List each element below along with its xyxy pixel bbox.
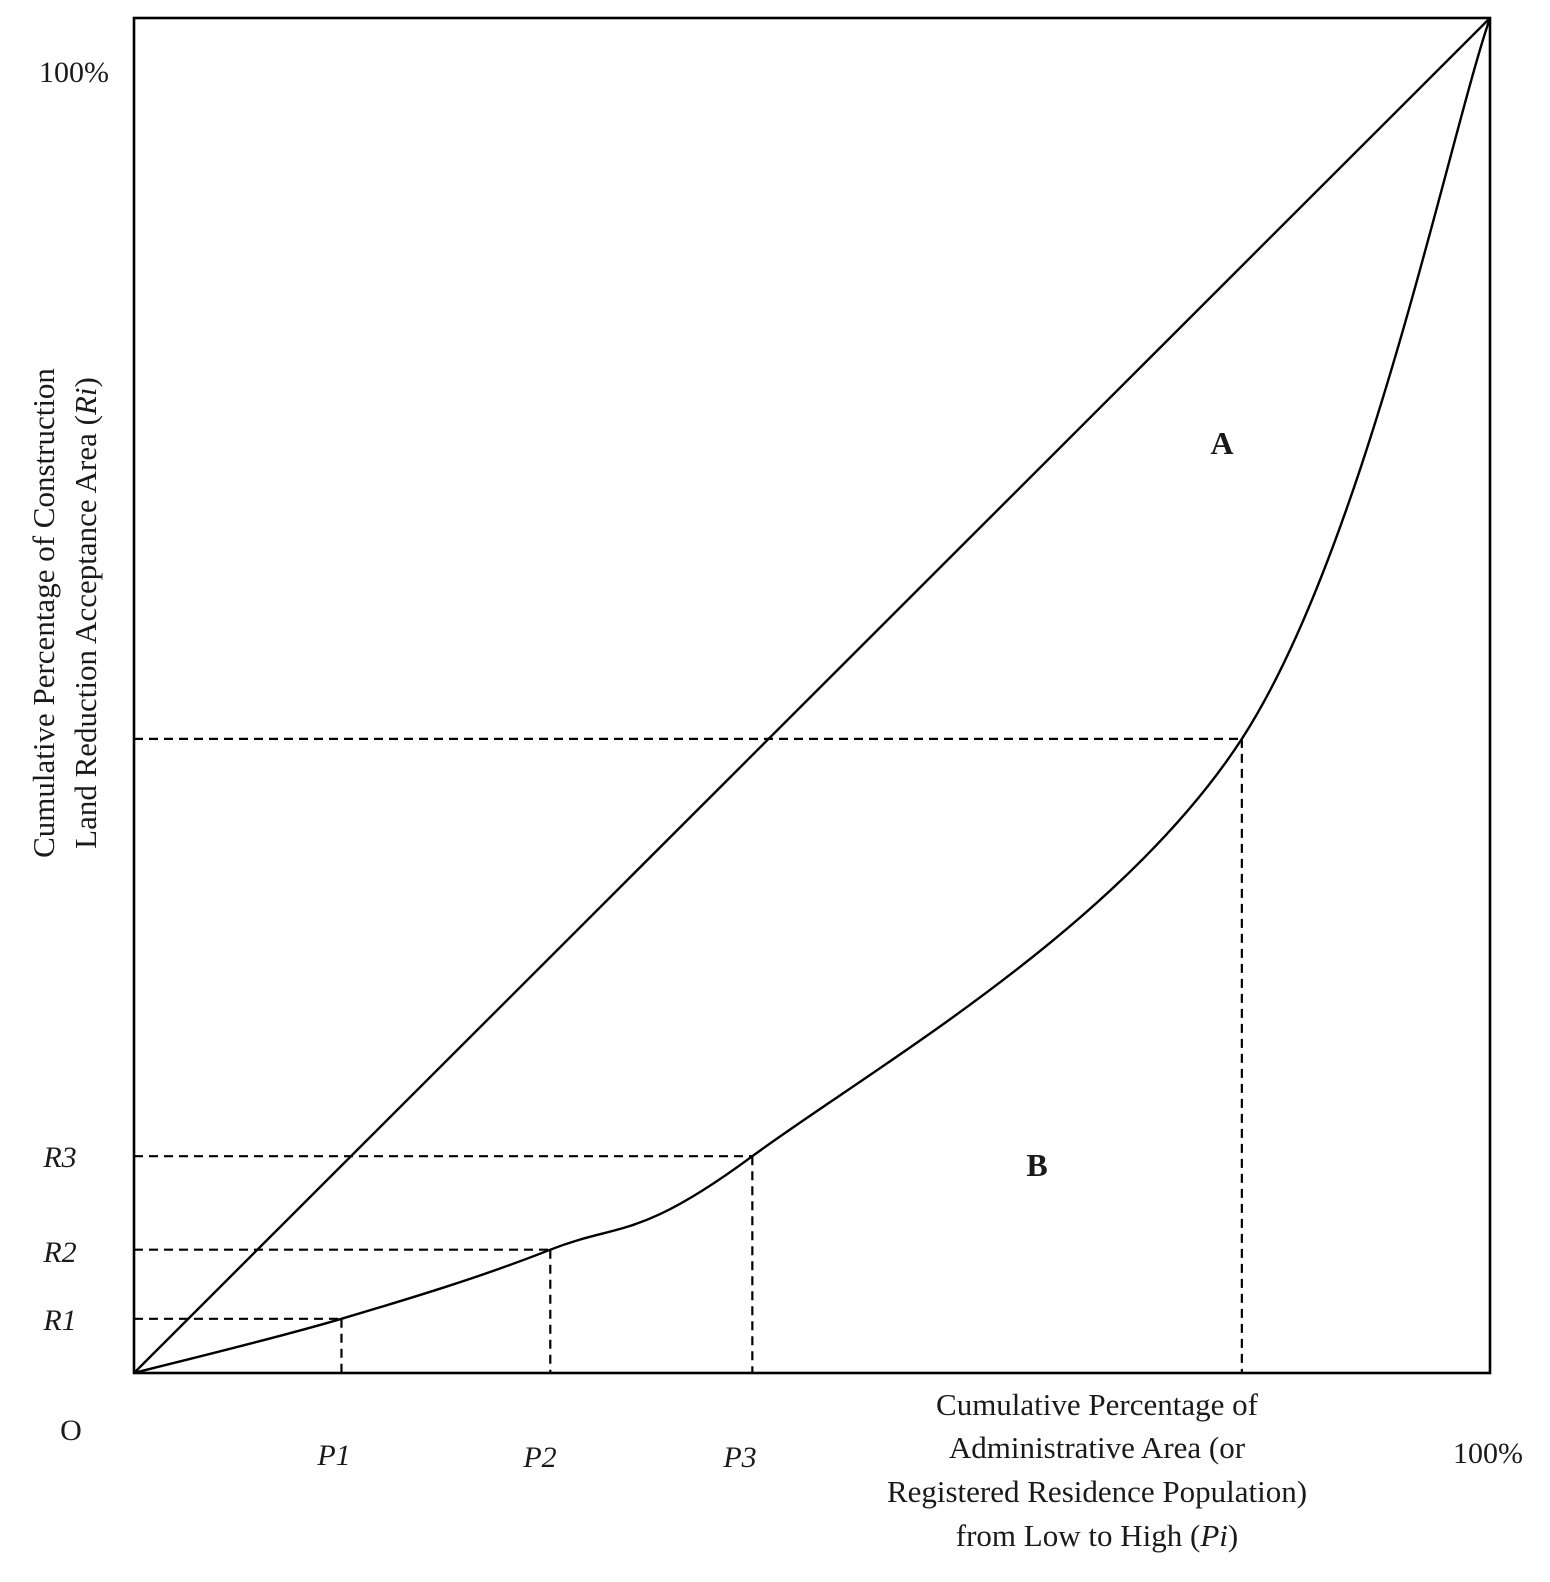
y-tick-r1: R1 <box>42 1304 76 1337</box>
region-b-label: B <box>1026 1147 1047 1183</box>
dashed-guides <box>134 737 1243 1373</box>
y-axis-title-line2: Land Reduction Acceptance Area (Ri) <box>68 377 103 849</box>
x-axis-title: Cumulative Percentage of Administrative … <box>887 1387 1307 1553</box>
y-tick-r3: R3 <box>42 1141 76 1174</box>
lorenz-curve <box>133 17 1492 1375</box>
y-axis-title: Cumulative Percentage of Construction La… <box>26 368 103 858</box>
y-tick-r2: R2 <box>42 1236 76 1269</box>
x-axis-title-line1: Cumulative Percentage of <box>936 1387 1259 1422</box>
x-axis-title-line3: Registered Residence Population) <box>887 1474 1307 1509</box>
region-a-label: A <box>1210 425 1233 461</box>
x-tick-p1: P1 <box>316 1439 350 1472</box>
plot-frame <box>132 16 1492 1375</box>
y-100-label: 100% <box>39 56 109 89</box>
x-axis-title-line4: from Low to High (Pi) <box>956 1518 1238 1553</box>
equality-line <box>133 17 1491 1374</box>
x-axis-title-line2: Administrative Area (or <box>949 1430 1246 1465</box>
x-tick-p3: P3 <box>722 1441 756 1474</box>
origin-label: O <box>60 1414 82 1447</box>
y-axis-title-line1: Cumulative Percentage of Construction <box>26 368 61 858</box>
x-tick-p2: P2 <box>522 1441 556 1474</box>
x-100-label: 100% <box>1453 1437 1523 1470</box>
